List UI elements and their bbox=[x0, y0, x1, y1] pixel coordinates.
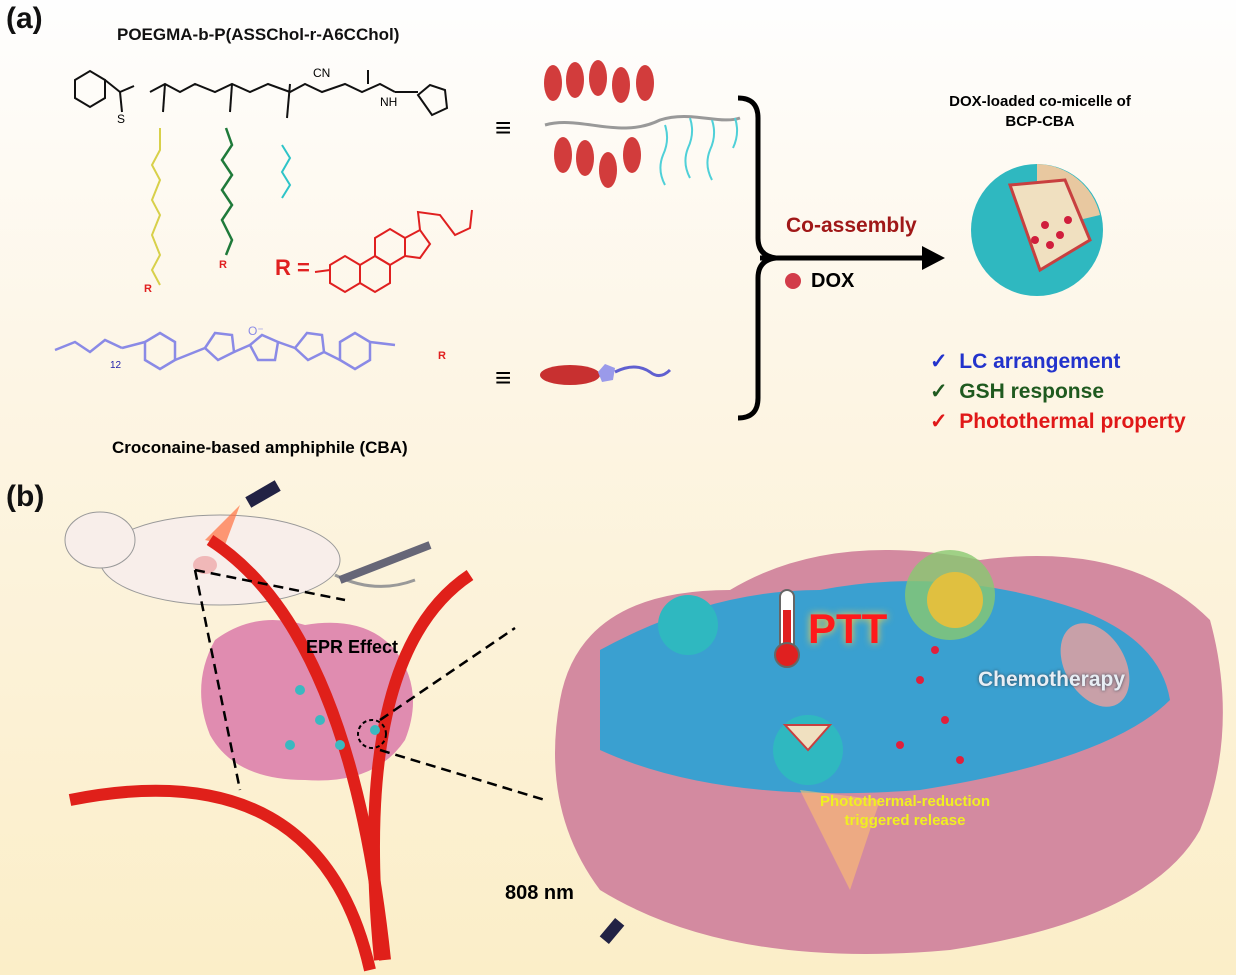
cell-illustration bbox=[555, 550, 1223, 954]
release-line1: Photothermal-reduction bbox=[819, 793, 990, 810]
polymer-title: POEGMA-b-P(ASSChol-r-A6CChol) bbox=[117, 25, 400, 44]
twelve-label: 12 bbox=[110, 360, 122, 371]
cba-structure bbox=[54, 331, 396, 371]
cba-schematic bbox=[540, 364, 672, 385]
nh-label: NH bbox=[380, 95, 398, 109]
property-text: Photothermal property bbox=[959, 410, 1186, 433]
cyan-side-chain bbox=[280, 144, 292, 199]
r-label-green: R bbox=[219, 259, 227, 271]
dox-label: DOX bbox=[811, 270, 855, 292]
flashlight-icon bbox=[205, 480, 281, 545]
cba-caption: Croconaine-based amphiphile (CBA) bbox=[112, 438, 408, 457]
micelle-title-line1: DOX-loaded co-micelle of bbox=[949, 93, 1131, 110]
laser-beam bbox=[800, 790, 880, 890]
ptt-label: PTT bbox=[808, 605, 888, 652]
co-assembly-label: Co-assembly bbox=[786, 214, 917, 237]
check-icon: ✓ bbox=[930, 380, 948, 403]
r-equals-label: R = bbox=[275, 255, 310, 280]
cn-label: CN bbox=[313, 66, 331, 80]
zoom-lines bbox=[193, 568, 546, 802]
zoom-circle bbox=[357, 719, 387, 749]
polymer-structure bbox=[74, 69, 449, 119]
check-icon: ✓ bbox=[930, 410, 948, 433]
mouse-illustration bbox=[64, 511, 416, 606]
micelle-title: DOX-loaded co-micelle of BCP-CBA bbox=[915, 92, 1165, 132]
green-side-chain bbox=[220, 127, 234, 256]
property-lc: ✓ LC arrangement bbox=[930, 347, 1186, 377]
property-text: GSH response bbox=[959, 380, 1104, 403]
property-list: ✓ LC arrangement ✓ GSH response ✓ Photot… bbox=[930, 347, 1186, 437]
panel-a-label: (a) bbox=[6, 2, 43, 35]
equiv-symbol-polymer: ≡ bbox=[495, 112, 512, 143]
release-label: Photothermal-reduction triggered release bbox=[765, 792, 1045, 830]
cholesterol-structure bbox=[314, 209, 473, 294]
thermometer-icon bbox=[774, 589, 800, 668]
blood-vessels bbox=[68, 534, 474, 972]
panel-b-label: (b) bbox=[6, 480, 45, 513]
check-icon: ✓ bbox=[930, 350, 948, 373]
epr-effect-label: EPR Effect bbox=[306, 637, 399, 657]
equiv-symbol-cba: ≡ bbox=[495, 362, 512, 393]
o-minus-label: O⁻ bbox=[248, 324, 264, 338]
micelle-title-line2: BCP-CBA bbox=[1005, 113, 1075, 130]
laser-flashlight-icon bbox=[599, 917, 625, 945]
r-label-yellow: R bbox=[144, 283, 152, 295]
dox-dot-icon bbox=[785, 273, 801, 289]
yellow-side-chain bbox=[150, 128, 162, 286]
release-line2: triggered release bbox=[844, 812, 966, 829]
property-gsh: ✓ GSH response bbox=[930, 377, 1186, 407]
property-text: LC arrangement bbox=[959, 350, 1121, 373]
syringe-icon bbox=[338, 541, 432, 584]
property-photothermal: ✓ Photothermal property bbox=[930, 407, 1186, 437]
micelle-icon bbox=[971, 164, 1103, 296]
chemotherapy-label: Chemotherapy bbox=[978, 668, 1126, 691]
laser-wavelength-label: 808 nm bbox=[505, 882, 574, 904]
polymer-schematic bbox=[544, 60, 741, 188]
cba-r-label: R bbox=[438, 350, 446, 362]
s-label: S bbox=[117, 112, 126, 126]
nanoparticles bbox=[285, 685, 380, 750]
